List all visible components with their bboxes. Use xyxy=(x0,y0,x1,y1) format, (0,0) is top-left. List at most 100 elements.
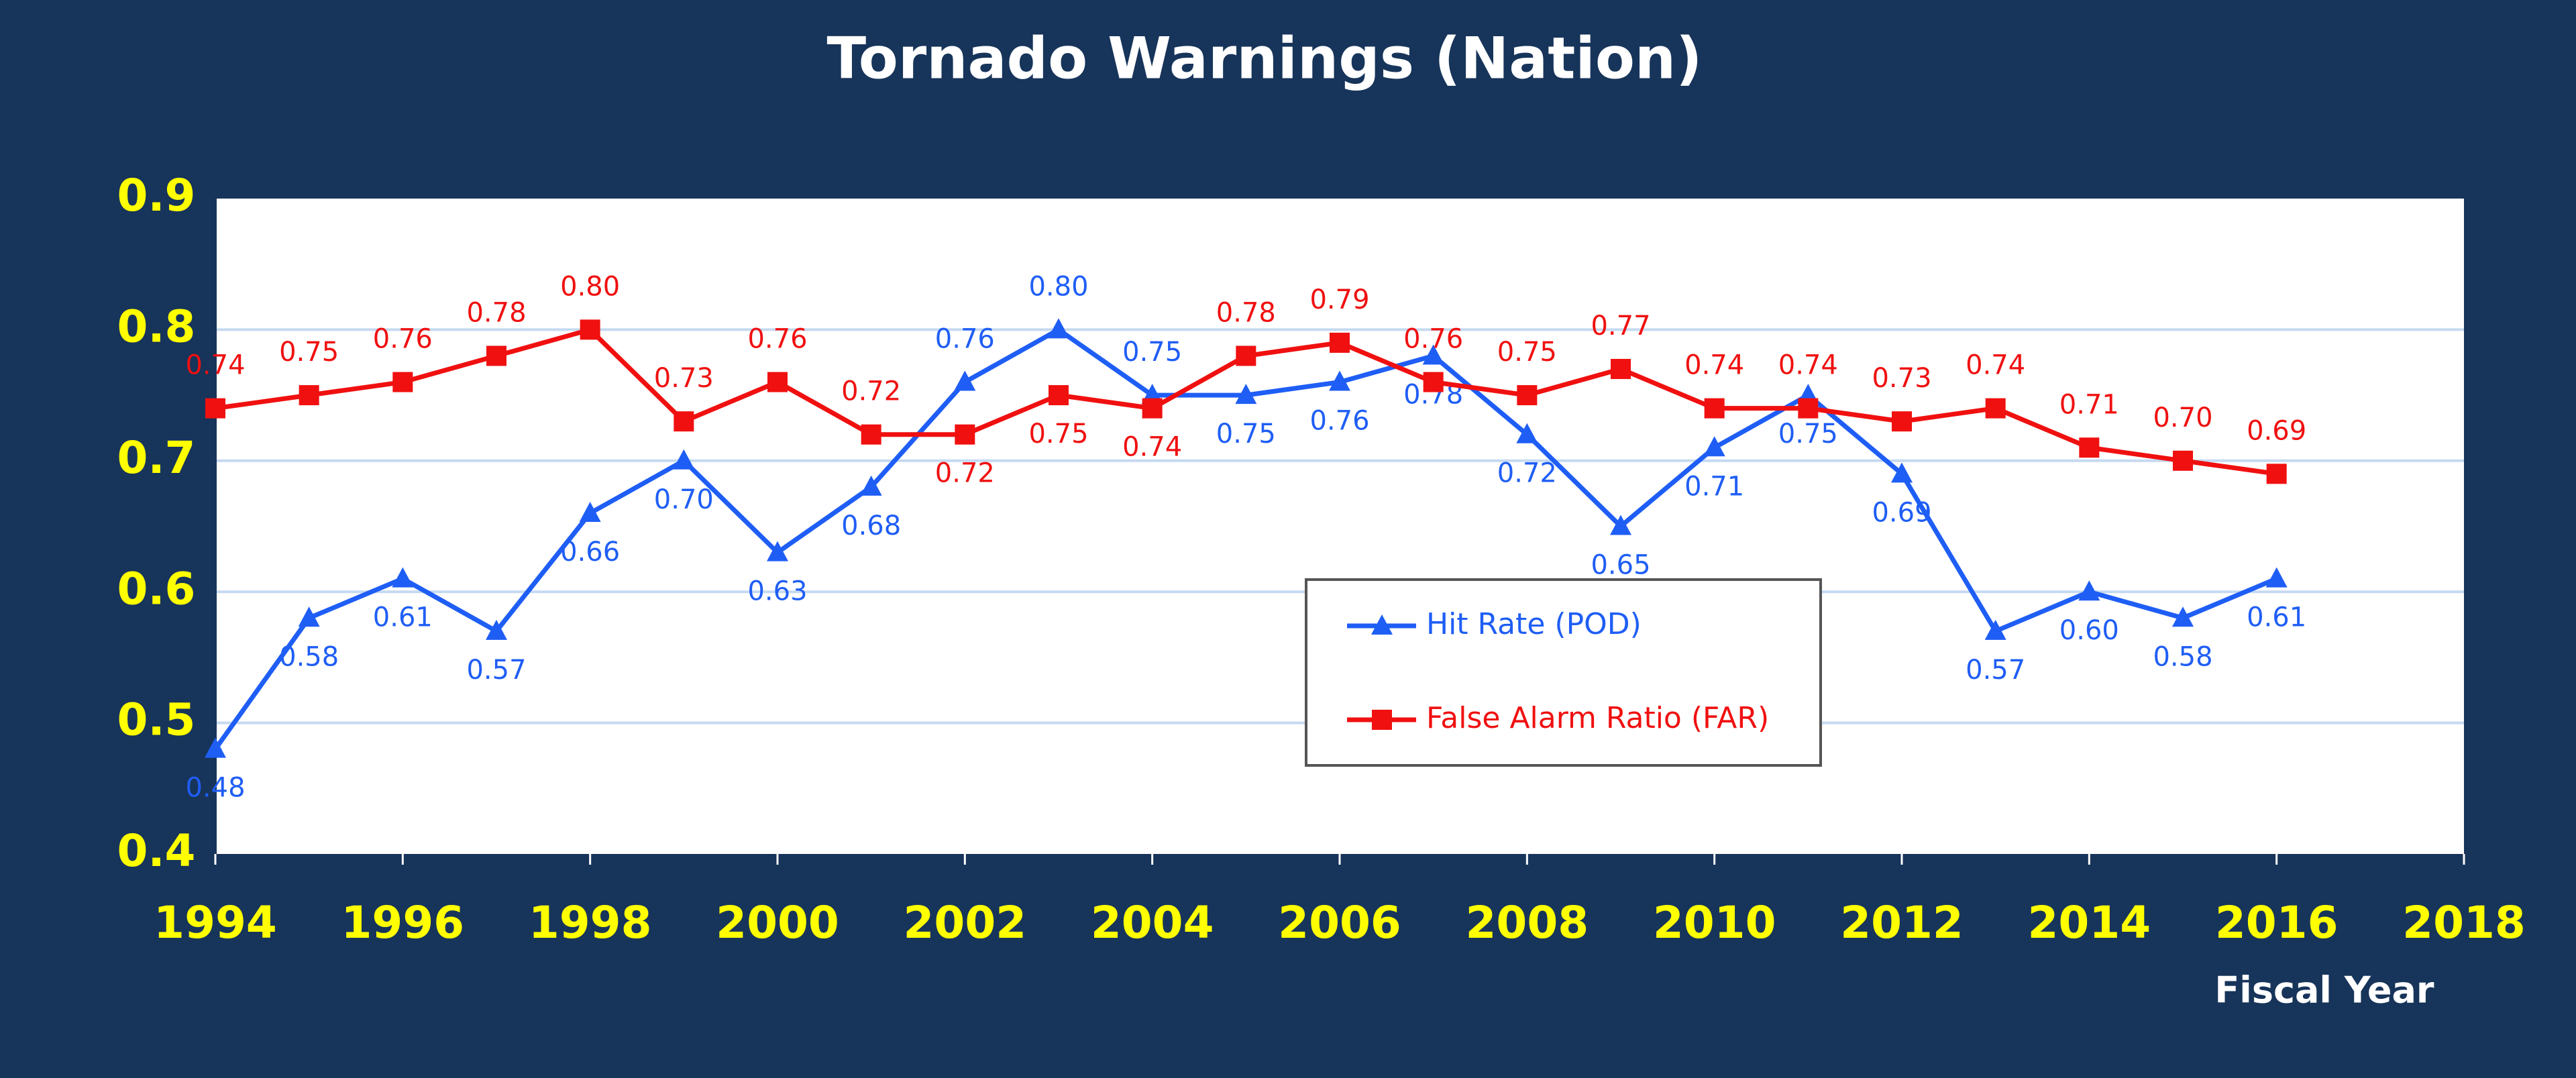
x-tick-label: 1994 xyxy=(154,897,277,949)
data-label: 0.57 xyxy=(1966,655,2025,686)
data-point xyxy=(1704,398,1725,419)
legend-label: Hit Rate (POD) xyxy=(1426,607,1642,641)
data-point xyxy=(767,372,788,392)
data-label: 0.65 xyxy=(1591,550,1650,581)
legend-marker xyxy=(1372,710,1392,730)
data-label: 0.75 xyxy=(279,337,339,368)
y-tick-label: 0.8 xyxy=(117,301,196,352)
data-label: 0.73 xyxy=(654,363,714,394)
data-label: 0.69 xyxy=(1872,497,1931,528)
data-label: 0.68 xyxy=(841,510,901,541)
x-tick-label: 2008 xyxy=(1465,897,1589,949)
y-tick-label: 0.4 xyxy=(117,825,196,877)
data-point xyxy=(2078,580,2100,601)
data-label: 0.76 xyxy=(935,324,995,355)
data-label: 0.70 xyxy=(654,484,714,515)
data-point xyxy=(673,449,695,470)
y-tick-label: 0.7 xyxy=(117,432,196,484)
x-axis-label: Fiscal Year xyxy=(2214,969,2434,1012)
data-point xyxy=(1798,398,1819,419)
x-tick-label: 2012 xyxy=(1840,897,1964,949)
data-label: 0.74 xyxy=(1966,350,2025,381)
x-tick-label: 1998 xyxy=(529,897,652,949)
legend-label: False Alarm Ratio (FAR) xyxy=(1426,701,1769,735)
data-label: 0.80 xyxy=(560,271,620,302)
y-tick-label: 0.9 xyxy=(117,170,196,221)
data-point xyxy=(299,385,319,406)
data-label: 0.69 xyxy=(2247,415,2306,446)
data-point xyxy=(1236,345,1256,366)
data-label: 0.75 xyxy=(1122,337,1182,368)
data-point xyxy=(1049,385,1069,406)
data-point xyxy=(1891,462,1913,483)
data-label: 0.57 xyxy=(466,655,526,686)
x-tick-label: 2010 xyxy=(1653,897,1776,949)
data-point xyxy=(954,370,976,391)
data-label: 0.61 xyxy=(373,602,433,633)
data-label: 0.76 xyxy=(747,324,807,355)
data-label: 0.75 xyxy=(1216,419,1276,449)
y-tick-label: 0.5 xyxy=(117,694,196,746)
data-label: 0.63 xyxy=(747,576,807,607)
data-point xyxy=(2079,437,2100,458)
data-point xyxy=(860,475,882,496)
data-label: 0.80 xyxy=(1028,271,1088,302)
x-tick-label: 2014 xyxy=(2027,897,2151,949)
data-label: 0.66 xyxy=(560,537,620,568)
data-point xyxy=(1142,398,1163,419)
data-label: 0.72 xyxy=(935,458,995,489)
x-tick-label: 2018 xyxy=(2402,897,2526,949)
data-label: 0.74 xyxy=(1778,350,1838,381)
data-point xyxy=(486,345,506,366)
x-tick-label: 2000 xyxy=(716,897,839,949)
x-tick-label: 2004 xyxy=(1091,897,1214,949)
data-label: 0.70 xyxy=(2153,402,2212,433)
x-tick-label: 2006 xyxy=(1278,897,1401,949)
data-point xyxy=(580,319,600,340)
data-point xyxy=(298,606,320,627)
chart-title: Tornado Warnings (Nation) xyxy=(827,25,1703,92)
data-point xyxy=(767,541,788,561)
data-point xyxy=(674,411,694,432)
data-label: 0.75 xyxy=(1497,337,1557,368)
data-point xyxy=(486,619,507,640)
data-label: 0.71 xyxy=(2059,389,2119,420)
data-point xyxy=(1611,359,1631,380)
data-label: 0.48 xyxy=(185,773,245,804)
data-point xyxy=(1329,370,1350,391)
data-point xyxy=(205,737,226,758)
data-point xyxy=(2172,606,2194,627)
data-label: 0.79 xyxy=(1309,284,1369,315)
data-point xyxy=(1516,423,1538,443)
data-label: 0.72 xyxy=(1497,458,1557,489)
x-tick-label: 2002 xyxy=(903,897,1026,949)
data-point xyxy=(861,424,881,445)
data-label: 0.71 xyxy=(1684,471,1744,502)
data-point xyxy=(392,567,414,588)
data-point xyxy=(2173,450,2193,471)
y-tick-label: 0.6 xyxy=(117,563,196,614)
data-label: 0.60 xyxy=(2059,615,2119,646)
data-label: 0.75 xyxy=(1778,419,1838,449)
legend-marker xyxy=(1371,614,1393,635)
data-point xyxy=(1517,385,1538,406)
data-label: 0.76 xyxy=(1403,324,1463,355)
data-point xyxy=(579,501,601,522)
data-label: 0.74 xyxy=(1684,350,1744,381)
data-point xyxy=(1235,384,1257,405)
data-label: 0.74 xyxy=(185,350,245,381)
data-point xyxy=(2265,567,2288,588)
data-point xyxy=(1703,436,1725,457)
data-label: 0.74 xyxy=(1122,432,1182,463)
data-label: 0.58 xyxy=(279,641,339,672)
data-label: 0.76 xyxy=(373,324,433,355)
data-point xyxy=(1423,372,1444,392)
data-label: 0.61 xyxy=(2247,602,2306,633)
data-point xyxy=(1048,318,1069,339)
data-point xyxy=(1422,344,1444,365)
data-label: 0.78 xyxy=(466,297,526,328)
data-label: 0.76 xyxy=(1309,406,1369,437)
data-point xyxy=(955,424,975,445)
legend-box xyxy=(1305,578,1822,767)
data-point xyxy=(2266,464,2287,484)
